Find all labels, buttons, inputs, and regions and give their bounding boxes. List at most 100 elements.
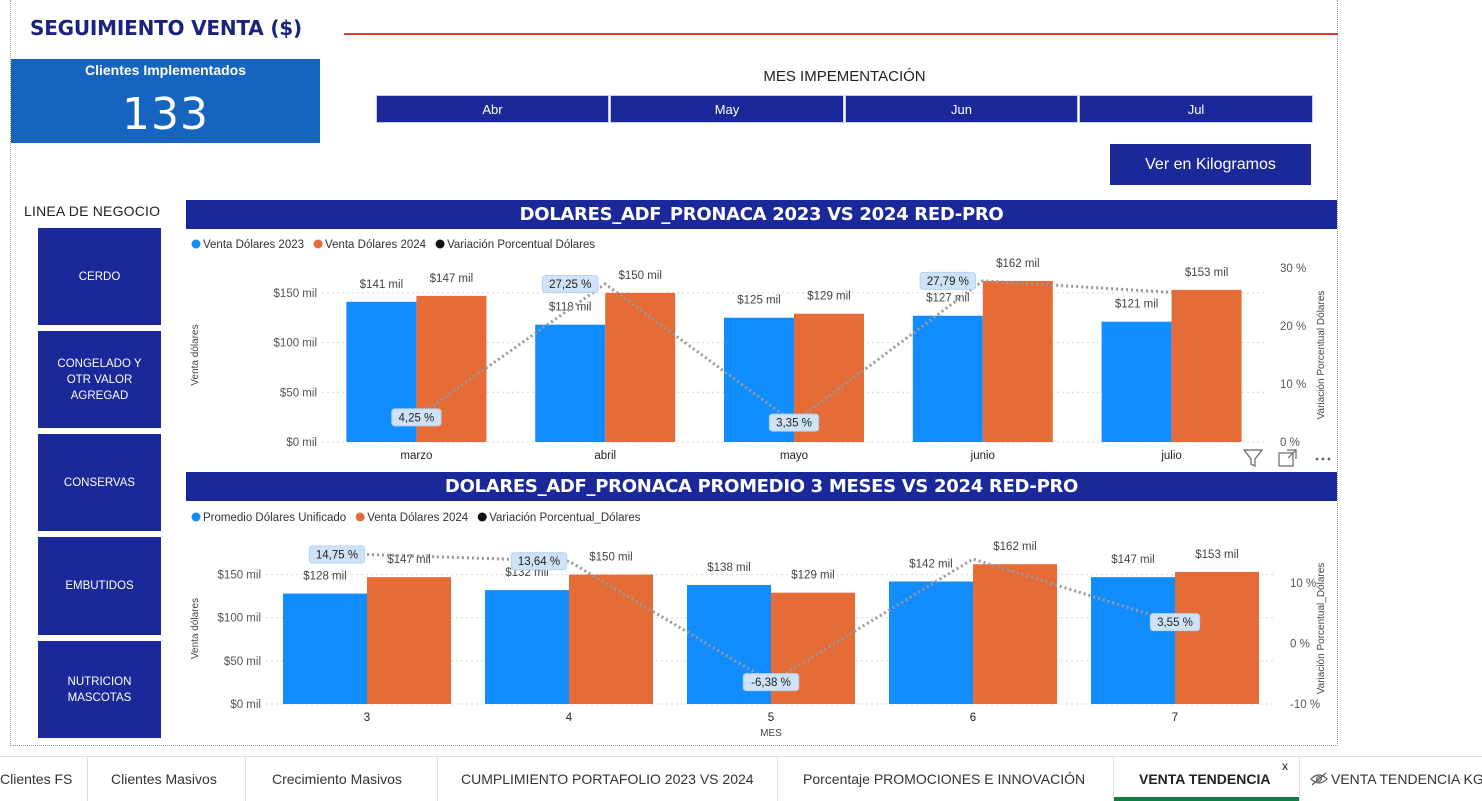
month-option-abr[interactable]: Abr [376,95,609,123]
business-line-title: LINEA DE NEGOCIO [24,203,161,219]
business-line-embutidos[interactable]: EMBUTIDOS [38,537,161,635]
tab-divider [777,757,778,801]
chart2-bar-data-label: $147 mil [387,554,430,566]
tab-clientes-fs[interactable]: Clientes FS [0,771,73,787]
close-tab-icon[interactable]: x [1282,759,1288,773]
chart2-variation-tag [510,552,568,571]
chart1-y2-axis-title: Variación Porcentual Dólares [1316,291,1327,420]
business-line-congelado[interactable]: CONGELADO Y OTR VALOR AGREGAD [38,331,161,428]
chart2-legend-label: Venta Dólares 2024 [367,512,469,524]
chart1-legend-label: Venta Dólares 2023 [203,239,304,251]
chart1-legend-label: Variación Porcentual Dólares [447,239,595,251]
chart1-bar-data-label: $141 mil [360,279,403,291]
chart2-legend-label: Variación Porcentual_Dólares [489,512,641,524]
chart2-bar-secondary [367,577,451,704]
chart2-x-axis-title: MES [760,728,782,739]
business-line-cerdo[interactable]: CERDO [38,228,161,325]
hidden-page-icon [1310,772,1328,786]
chart1-y-tick-label: $150 mil [274,288,317,300]
chart1-variation-tag [768,413,820,432]
tab-venta-tendencia-kg[interactable]: VENTA TENDENCIA KG [1331,771,1482,787]
visual-header [1242,449,1331,467]
chart1-legend-marker [191,239,201,249]
chart2-bar-primary [485,590,569,704]
kpi-value: 133 [122,89,209,140]
chart2-x-tick-label: 6 [970,712,976,724]
chart2-x-tick-label: 4 [566,712,573,724]
chart1-variation-tag [542,274,599,293]
chart2-variation-tag [742,673,800,692]
tab-divider [87,757,88,801]
chart1-bar-primary [535,324,606,442]
chart2-bar-data-label: $128 mil [303,571,346,583]
chart2-variation-label: 14,75 % [316,550,358,562]
chart1-variation-label: 27,25 % [549,279,591,291]
chart2-bar-data-label: $153 mil [1195,549,1238,561]
active-tab-indicator [1114,797,1299,801]
tab-cumplimiento-portafolio[interactable]: CUMPLIMIENTO PORTAFOLIO 2023 VS 2024 [461,771,754,787]
chart2-bar-data-label: $138 mil [707,562,750,574]
chart1-bar-data-label: $147 mil [430,273,473,285]
chart1-variation-label: 27,79 % [927,276,969,288]
business-line-conservas[interactable]: CONSERVAS [38,434,161,531]
chart1-y2-tick-label: 10 % [1280,379,1306,391]
chart2-plot[interactable]: Promedio Dólares Unificado Venta Dólares … [186,501,1337,746]
chart2-bar-secondary [1175,571,1259,704]
view-kilograms-button[interactable]: Ver en Kilogramos [1110,144,1311,185]
chart2-bar-primary [889,581,973,704]
tab-porcentaje-promociones[interactable]: Porcentaje PROMOCIONES E INNOVACIÓN [803,771,1086,787]
chart1-variation-label: 3,35 % [776,418,812,430]
chart2-bar-primary [283,593,367,704]
chart2-y2-tick-label: 10 % [1290,578,1316,590]
page-tab-bar: Clientes FS Clientes Masivos Crecimiento… [0,756,1482,801]
kpi-card[interactable]: Clientes Implementados 133 [11,59,320,143]
chart2-variation-tag [1149,613,1201,632]
chart2-y-tick-label: $150 mil [218,570,261,582]
chart1-variation-label: 4,25 % [398,412,434,424]
chart1-variation-tag [919,271,976,290]
chart1-y-tick-label: $50 mil [280,387,317,399]
month-option-may[interactable]: May [610,95,844,123]
month-option-jul[interactable]: Jul [1079,95,1313,123]
chart1-bar-data-label: $127 mil [926,293,969,305]
chart2-bar-primary [1091,577,1175,704]
chart1-plot[interactable]: Venta Dólares 2023 Venta Dólares 2024 Vari… [186,229,1337,469]
tab-divider [1299,757,1300,801]
chart1-x-tick-label: marzo [400,450,432,462]
chart2-bar-data-label: $142 mil [909,558,952,570]
chart1-bar-data-label: $129 mil [807,291,850,303]
filter-icon[interactable] [1242,449,1264,467]
month-option-jun[interactable]: Jun [845,95,1078,123]
chart2-y2-tick-label: 0 % [1290,639,1310,651]
chart2-y-tick-label: $100 mil [218,613,261,625]
chart2-x-tick-label: 3 [364,712,370,724]
tab-venta-tendencia[interactable]: VENTA TENDENCIA [1139,771,1271,787]
report-canvas [10,0,1338,746]
chart2-bar-secondary [569,574,653,704]
chart1-bar-data-label: $121 mil [1115,299,1158,311]
focus-mode-icon[interactable] [1278,449,1297,467]
chart1-x-tick-label: mayo [780,450,808,462]
chart1-y-tick-label: $100 mil [274,338,317,350]
chart1-bar-data-label: $125 mil [737,295,780,307]
chart1-legend-marker [313,239,323,249]
chart2-legend-marker [355,512,365,522]
chart1-title: DOLARES_ADF_PRONACA 2023 VS 2024 RED-PRO [186,200,1337,229]
business-line-nutricion-mascotas[interactable]: NUTRICION MASCOTAS [38,641,161,738]
chart1-bar-data-label: $150 mil [618,270,661,282]
chart1-variation-tag [391,408,442,427]
kpi-label: Clientes Implementados [84,62,247,78]
chart2-y-tick-label: $50 mil [224,656,261,668]
title-divider [344,33,1338,35]
chart2-x-tick-label: 5 [768,712,774,724]
chart1-y-tick-label: $0 mil [286,437,317,449]
chart2-y-tick-label: $0 mil [230,699,261,711]
chart2-y2-tick-label: -10 % [1290,699,1320,711]
tab-crecimiento-masivos[interactable]: Crecimiento Masivos [272,771,402,787]
chart1-legend-marker [435,239,445,249]
chart2-legend-label: Promedio Dólares Unificado [203,512,346,524]
tab-clientes-masivos[interactable]: Clientes Masivos [111,771,217,787]
more-options-icon[interactable] [1315,457,1331,461]
chart1-bar-secondary [605,292,676,442]
chart1-bar-primary [1101,321,1172,442]
